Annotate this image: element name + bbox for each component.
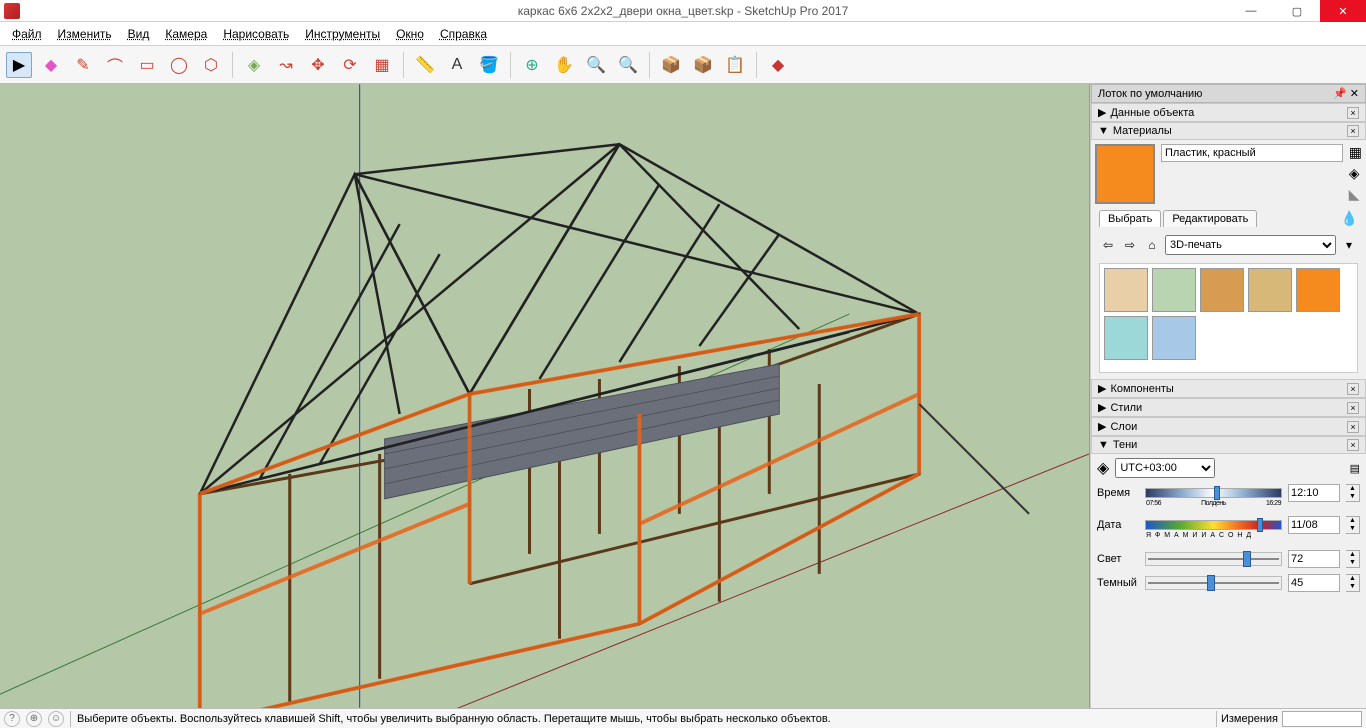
orbit-tool[interactable]: ⊕	[519, 52, 545, 78]
extwarehouse-tool[interactable]: 📦	[690, 52, 716, 78]
measurements-input[interactable]	[1282, 711, 1362, 727]
default-tray: Лоток по умолчанию 📌 ✕ ▶ Данные объекта×…	[1090, 84, 1366, 708]
material-swatch[interactable]	[1248, 268, 1292, 312]
circle-tool[interactable]: ◯	[166, 52, 192, 78]
pan-tool[interactable]: ✋	[551, 52, 577, 78]
viewport-3d[interactable]	[0, 84, 1090, 708]
light-slider[interactable]	[1145, 552, 1282, 566]
polygon-tool[interactable]: ⬡	[198, 52, 224, 78]
maximize-button[interactable]: ▢	[1274, 0, 1320, 22]
menu-Инструменты[interactable]: Инструменты	[297, 25, 388, 43]
menu-Файл[interactable]: Файл	[4, 25, 50, 43]
tape-tool[interactable]: 📏	[412, 52, 438, 78]
current-material-swatch[interactable]	[1095, 144, 1155, 204]
app-icon	[4, 3, 20, 19]
rect-tool[interactable]: ▭	[134, 52, 160, 78]
shadow-settings-icon[interactable]: ▤	[1350, 462, 1360, 475]
date-slider[interactable]: Я Ф М А М И И А С О Н Д	[1145, 520, 1282, 530]
material-swatch[interactable]	[1200, 268, 1244, 312]
create-material-icon[interactable]: ▦	[1349, 144, 1362, 161]
menu-Камера[interactable]: Камера	[157, 25, 215, 43]
window-title: каркас 6x6 2x2x2_двери окна_цвет.skp - S…	[0, 4, 1366, 18]
details-icon[interactable]: ▾	[1340, 236, 1358, 254]
material-swatch[interactable]	[1104, 268, 1148, 312]
dark-value[interactable]: 45	[1288, 574, 1340, 592]
line-tool[interactable]: ✎	[70, 52, 96, 78]
menu-Изменить[interactable]: Изменить	[50, 25, 120, 43]
tray-header[interactable]: Лоток по умолчанию 📌 ✕	[1091, 84, 1366, 103]
status-hint: Выберите объекты. Воспользуйтесь клавише…	[77, 713, 831, 725]
shadow-toggle-icon[interactable]: ◈	[1097, 458, 1109, 478]
tab-edit[interactable]: Редактировать	[1163, 210, 1257, 227]
move-tool[interactable]: ✥	[305, 52, 331, 78]
section-components[interactable]: ▶ Компоненты×	[1091, 379, 1366, 398]
material-swatch[interactable]	[1152, 316, 1196, 360]
tab-select[interactable]: Выбрать	[1099, 210, 1161, 227]
help-icon[interactable]: ?	[4, 711, 20, 727]
time-spinner[interactable]: ▲▼	[1346, 484, 1360, 502]
menu-bar: ФайлИзменитьВидКамераНарисоватьИнструмен…	[0, 22, 1366, 46]
material-swatch[interactable]	[1152, 268, 1196, 312]
credits-icon[interactable]: ☺	[48, 711, 64, 727]
geo-icon[interactable]: ⊕	[26, 711, 42, 727]
rotate-tool[interactable]: ⟳	[337, 52, 363, 78]
eyedropper-icon[interactable]: 💧	[1341, 210, 1358, 227]
menu-Вид[interactable]: Вид	[120, 25, 158, 43]
date-value[interactable]: 11/08	[1288, 516, 1340, 534]
section-styles[interactable]: ▶ Стили×	[1091, 398, 1366, 417]
section-layers[interactable]: ▶ Слои×	[1091, 417, 1366, 436]
material-swatches	[1099, 263, 1358, 373]
pin-icon[interactable]: 📌 ✕	[1333, 87, 1359, 100]
section-shadows[interactable]: ▼ Тени×	[1091, 436, 1366, 454]
model-canvas	[0, 84, 1089, 708]
main-toolbar: ▶◆✎⌒▭◯⬡◈↝✥⟳▦📏A🪣⊕✋🔍🔍📦📦📋◆	[0, 46, 1366, 84]
back-icon[interactable]: ◣	[1349, 186, 1362, 203]
zoomext-tool[interactable]: 🔍	[615, 52, 641, 78]
nav-back-icon[interactable]: ⇦	[1099, 236, 1117, 254]
library-select[interactable]: 3D-печать	[1165, 235, 1336, 255]
material-swatch[interactable]	[1296, 268, 1340, 312]
paint-tool[interactable]: 🪣	[476, 52, 502, 78]
date-spinner[interactable]: ▲▼	[1346, 516, 1360, 534]
warehouse-tool[interactable]: 📦	[658, 52, 684, 78]
menu-Окно[interactable]: Окно	[388, 25, 432, 43]
zoom-tool[interactable]: 🔍	[583, 52, 609, 78]
timezone-select[interactable]: UTC+03:00	[1115, 458, 1215, 478]
pushpull-tool[interactable]: ◈	[241, 52, 267, 78]
close-button[interactable]: ✕	[1320, 0, 1366, 22]
home-icon[interactable]: ⌂	[1143, 236, 1161, 254]
select-tool[interactable]: ▶	[6, 52, 32, 78]
advanced-tool[interactable]: ◆	[765, 52, 791, 78]
section-entity-info[interactable]: ▶ Данные объекта×	[1091, 103, 1366, 122]
title-bar: каркас 6x6 2x2x2_двери окна_цвет.skp - S…	[0, 0, 1366, 22]
default-material-icon[interactable]: ◈	[1349, 165, 1362, 182]
material-swatch[interactable]	[1104, 316, 1148, 360]
section-materials[interactable]: ▼ Материалы×	[1091, 122, 1366, 140]
status-bar: ? ⊕ ☺ Выберите объекты. Воспользуйтесь к…	[0, 708, 1366, 728]
close-icon[interactable]: ×	[1347, 125, 1359, 137]
dark-slider[interactable]	[1145, 576, 1282, 590]
close-icon[interactable]: ×	[1347, 107, 1359, 119]
material-name-input[interactable]	[1161, 144, 1343, 162]
minimize-button[interactable]: —	[1228, 0, 1274, 22]
text-tool[interactable]: A	[444, 52, 470, 78]
eraser-tool[interactable]: ◆	[38, 52, 64, 78]
follow-tool[interactable]: ↝	[273, 52, 299, 78]
scale-tool[interactable]: ▦	[369, 52, 395, 78]
time-slider[interactable]: 07:56Полдень16:29	[1145, 488, 1282, 498]
menu-Справка[interactable]: Справка	[432, 25, 495, 43]
time-value[interactable]: 12:10	[1288, 484, 1340, 502]
layout-tool[interactable]: 📋	[722, 52, 748, 78]
measurements-label: Измерения	[1221, 713, 1278, 725]
menu-Нарисовать[interactable]: Нарисовать	[215, 25, 297, 43]
light-value[interactable]: 72	[1288, 550, 1340, 568]
nav-fwd-icon[interactable]: ⇨	[1121, 236, 1139, 254]
arc-tool[interactable]: ⌒	[102, 52, 128, 78]
